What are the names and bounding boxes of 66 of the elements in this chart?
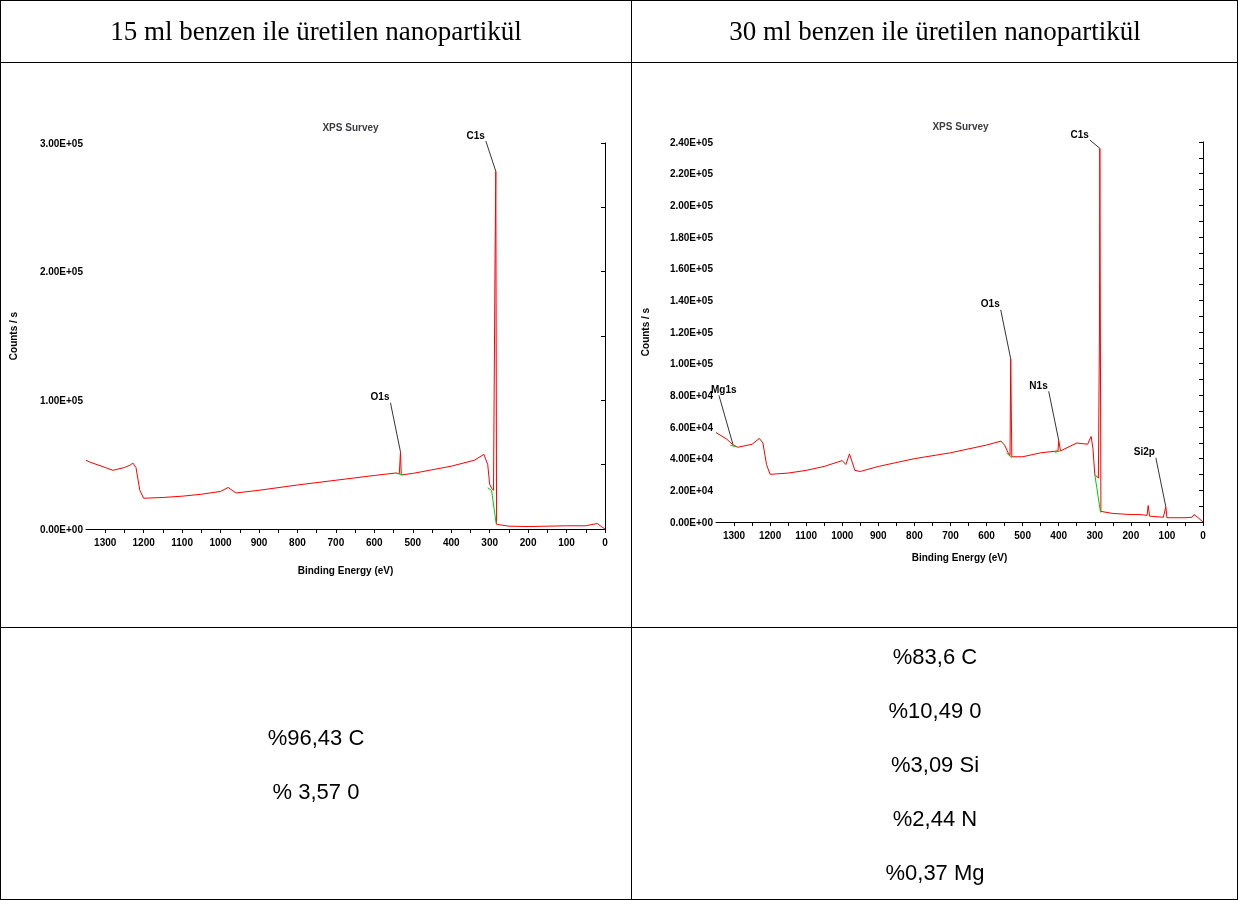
y-tick-label: 2.20E+05 [669,168,714,180]
chart-title: 30 ml benzen ile üretilen nanopartikül [632,0,1238,63]
annotation: O1s [980,298,1001,310]
y-tick-label: 3.00E+05 [39,137,84,149]
x-tick-label: 1300 [722,529,746,541]
text: %3,09 Si [890,750,980,779]
x-tick-label: 800 [289,536,307,548]
x-tick-label: 1100 [795,529,818,541]
x-tick-label: 500 [1014,529,1032,541]
annotation: Mg1s [711,383,737,395]
text: %96,43 C [267,723,365,752]
x-tick-label: 900 [250,536,268,548]
x-tick-label: 600 [978,529,996,541]
text: %0,37 Mg [885,858,985,887]
x-tick-label: 1000 [209,536,233,548]
chart-title: 15 ml benzen ile üretilen nanopartikül [0,0,632,63]
x-tick-label: 500 [404,536,422,548]
x-tick-label: 800 [906,529,924,541]
chart-subtitle: XPS Survey [932,120,989,132]
x-tick-label: 300 [481,536,499,548]
y-axis-title: Counts / s [7,311,19,361]
x-tick-label: 900 [869,529,888,541]
y-tick-label: 6.00E+04 [669,421,714,433]
x-tick-label: 100 [558,536,576,548]
annotation: N1s [1029,379,1049,391]
x-tick-label: 200 [1122,529,1140,541]
x-axis-title: Binding Energy (eV) [297,564,394,576]
x-tick-label: 1200 [132,536,156,548]
x-tick-label: 700 [327,536,345,548]
annotation: C1s [466,129,486,141]
annotation: O1s [370,391,390,403]
y-tick-label: 1.00E+05 [669,358,714,370]
x-tick-label: 1100 [171,536,194,548]
text: %10,49 0 [888,696,982,725]
x-tick-label: 200 [519,536,537,548]
y-axis-title: Counts / s [639,307,651,357]
x-axis-title: Binding Energy (eV) [911,551,1008,563]
x-tick-label: 0 [602,536,609,548]
x-tick-label: 300 [1086,529,1104,541]
annotation: C1s [1070,128,1090,140]
text: %83,6 C [892,642,978,671]
chart-subtitle: XPS Survey [322,121,379,133]
annotation: Si2p [1133,446,1155,458]
y-tick-label: 1.00E+05 [39,394,84,406]
y-tick-label: 0.00E+00 [39,523,84,535]
y-tick-label: 4.00E+04 [669,453,714,465]
y-tick-label: 1.40E+05 [669,294,714,306]
x-tick-label: 600 [365,536,384,548]
y-tick-label: 2.40E+05 [669,136,714,148]
y-tick-label: 2.00E+05 [39,266,84,278]
y-tick-label: 1.80E+05 [669,231,714,243]
x-tick-label: 1300 [94,536,117,548]
x-tick-label: 400 [442,536,460,548]
y-tick-label: 0.00E+00 [669,516,714,528]
x-tick-label: 1000 [831,529,854,541]
y-tick-label: 1.20E+05 [669,326,714,338]
y-tick-label: 1.60E+05 [669,263,714,275]
x-tick-label: 1200 [758,529,782,541]
text: %2,44 N [892,804,978,833]
x-tick-label: 700 [942,529,960,541]
y-tick-label: 2.00E+05 [669,199,714,211]
x-tick-label: 100 [1158,529,1176,541]
y-tick-label: 2.00E+04 [669,484,714,496]
x-tick-label: 0 [1200,529,1207,541]
x-tick-label: 400 [1050,529,1068,541]
text: % 3,57 0 [272,777,360,806]
